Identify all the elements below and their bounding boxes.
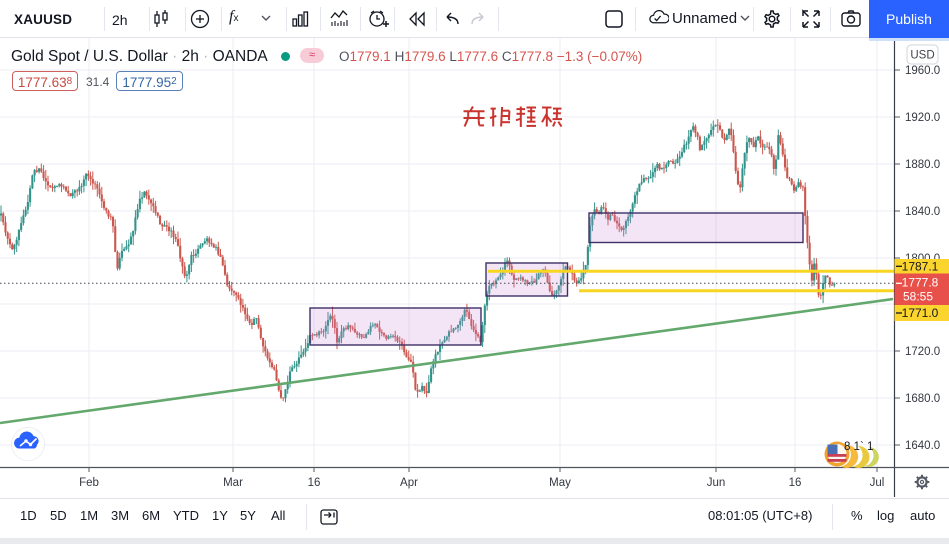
svg-text:USD: USD bbox=[910, 50, 934, 62]
svg-text:1680.0: 1680.0 bbox=[905, 393, 940, 405]
svg-text:1920.0: 1920.0 bbox=[905, 112, 940, 124]
svg-text:1880.0: 1880.0 bbox=[905, 159, 940, 171]
svg-text:Mar: Mar bbox=[223, 477, 243, 489]
svg-text:Feb: Feb bbox=[79, 477, 99, 489]
svg-text:1640.0: 1640.0 bbox=[905, 440, 940, 452]
svg-text:1960.0: 1960.0 bbox=[905, 65, 940, 77]
svg-text:May: May bbox=[549, 477, 571, 489]
svg-text:Jul: Jul bbox=[870, 477, 885, 489]
svg-text:58:55: 58:55 bbox=[903, 290, 933, 304]
svg-text:Apr: Apr bbox=[400, 477, 418, 489]
svg-text:1840.0: 1840.0 bbox=[905, 206, 940, 218]
svg-text:8 1` 1: 8 1` 1 bbox=[844, 441, 873, 453]
svg-text:1771.0: 1771.0 bbox=[902, 306, 939, 320]
svg-text:1720.0: 1720.0 bbox=[905, 346, 940, 358]
svg-text:16: 16 bbox=[308, 477, 321, 489]
svg-text:Jun: Jun bbox=[707, 477, 726, 489]
svg-text:16: 16 bbox=[789, 477, 802, 489]
svg-text:1777.8: 1777.8 bbox=[902, 276, 939, 290]
svg-text:1787.1: 1787.1 bbox=[902, 260, 939, 274]
